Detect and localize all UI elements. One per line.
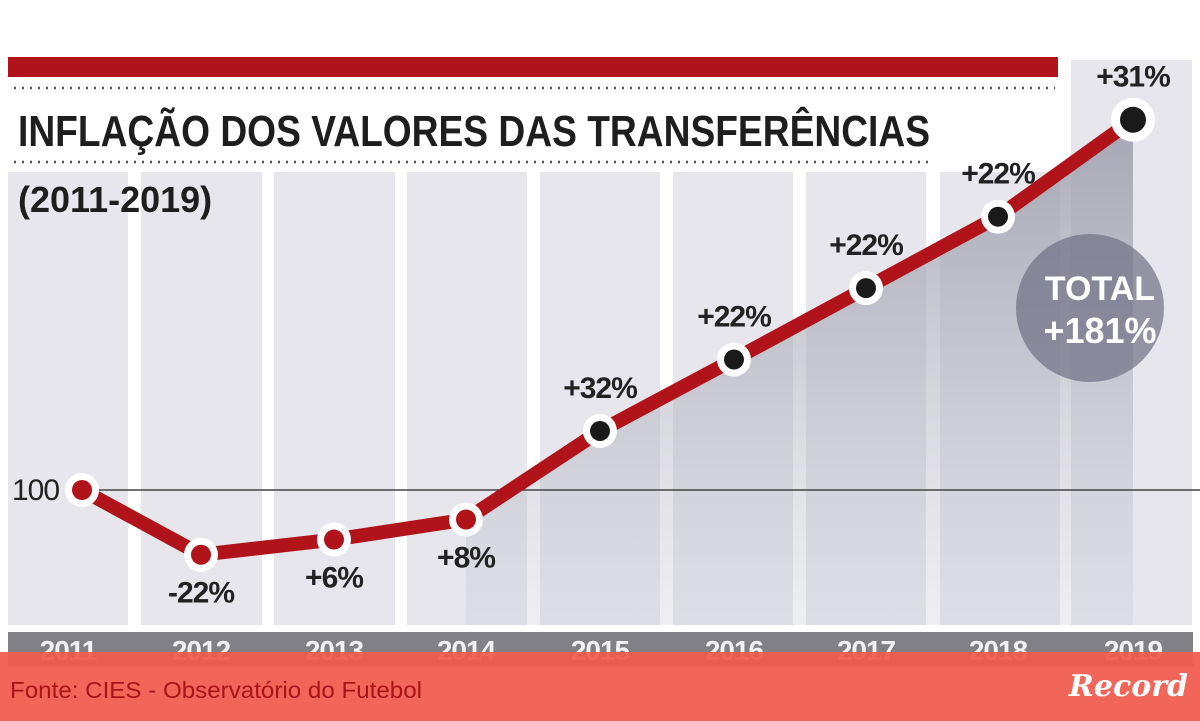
- data-label-2018: +22%: [961, 158, 1035, 191]
- baseline-label: 100: [12, 474, 59, 507]
- data-label-2015: +32%: [563, 372, 637, 405]
- data-point-2018: [988, 206, 1008, 227]
- record-logo: Record: [1068, 669, 1188, 704]
- data-label-2012: -22%: [168, 577, 234, 610]
- column-2013: [274, 172, 395, 625]
- data-point-2016: [724, 349, 744, 370]
- total-badge: TOTAL +181%: [1016, 234, 1164, 382]
- data-point-2011: [72, 480, 92, 500]
- column-2011: [8, 172, 128, 625]
- area-fill: [466, 119, 1133, 625]
- data-label-2016: +22%: [697, 301, 771, 334]
- data-point-2012: [191, 544, 211, 565]
- chart-title: INFLAÇÃO DOS VALORES DAS TRANSFERÊNCIAS: [18, 106, 930, 156]
- total-value: +181%: [1043, 310, 1156, 351]
- data-label-2013: +6%: [305, 562, 363, 595]
- data-point-2017: [856, 278, 876, 299]
- title-bar: [8, 57, 1058, 77]
- footer-band: [0, 652, 1200, 721]
- total-circle: [1016, 234, 1164, 382]
- source-text: Fonte: CIES - Observatório do Futebol: [10, 677, 422, 703]
- data-point-2013: [324, 529, 344, 550]
- data-label-2017: +22%: [829, 229, 903, 262]
- data-label-2019: +31%: [1096, 61, 1170, 94]
- data-point-2015: [590, 420, 610, 441]
- title-background: [8, 94, 933, 160]
- data-point-2014: [456, 509, 476, 530]
- total-label: TOTAL: [1045, 270, 1155, 308]
- data-point-2019: [1120, 106, 1146, 133]
- data-label-2014: +8%: [437, 542, 495, 575]
- chart-subtitle: (2011-2019): [18, 179, 212, 220]
